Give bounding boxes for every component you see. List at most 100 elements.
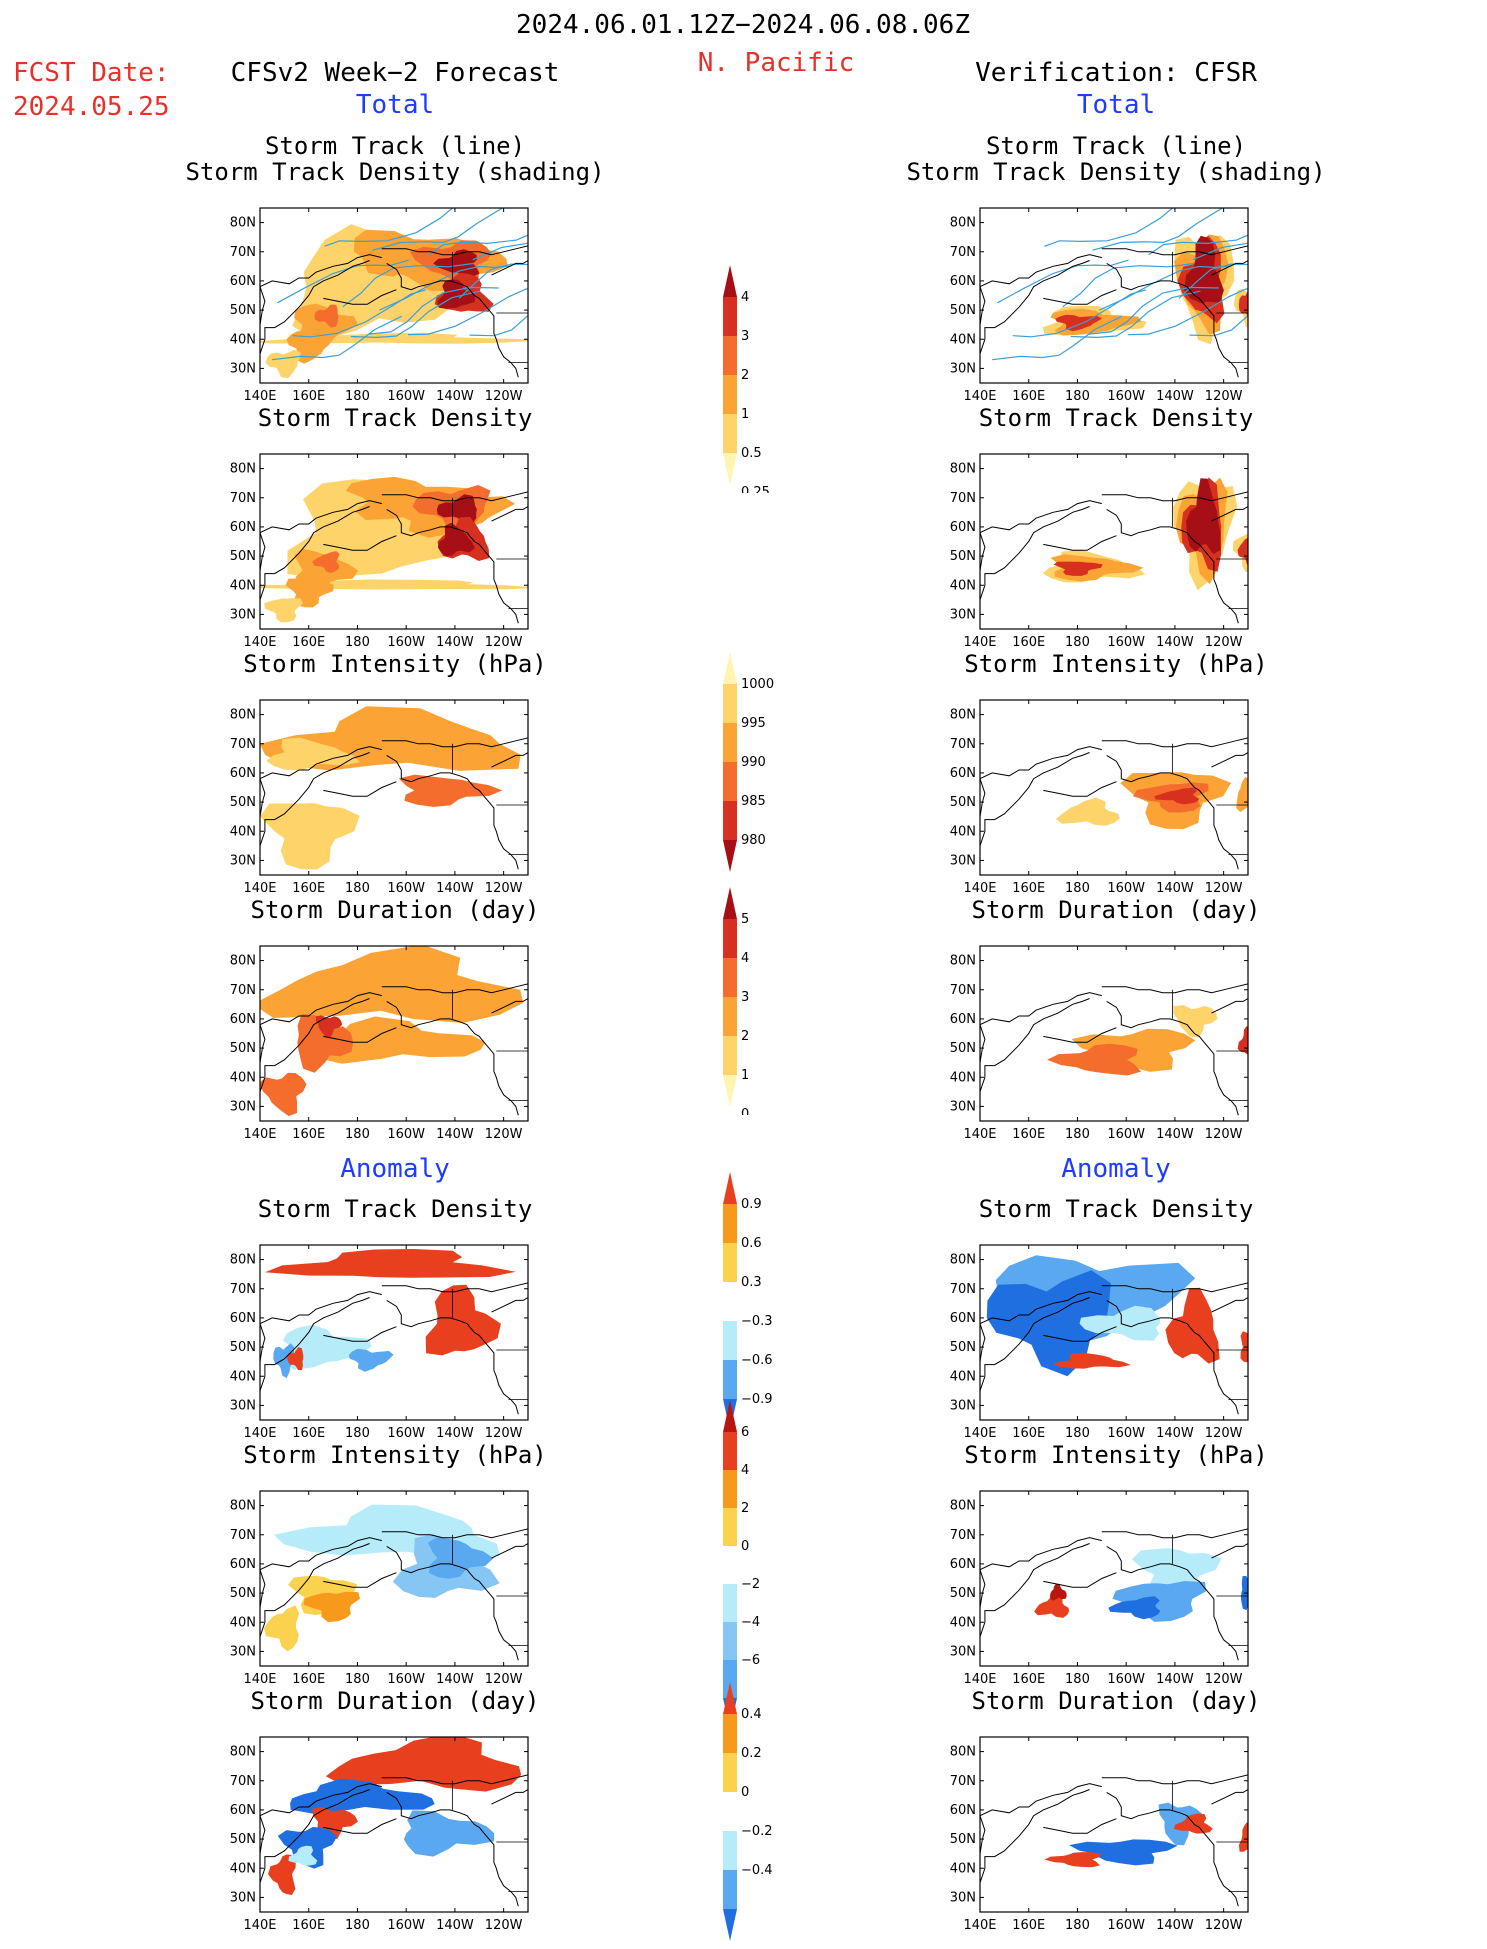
- shaded-region: [260, 946, 524, 1023]
- colorbar-swatch: [723, 919, 737, 958]
- coastline: [260, 506, 370, 600]
- colorbar-swatch: [723, 297, 737, 336]
- colorbar-swatch: [723, 1470, 737, 1508]
- shaded-region: [316, 1016, 486, 1064]
- lat-tick-label: 60N: [950, 1012, 976, 1027]
- storm-track-line: [1044, 208, 1174, 247]
- lon-tick-label: 180: [1065, 635, 1090, 650]
- lon-tick-label: 120W: [485, 635, 523, 650]
- lat-tick-label: 80N: [230, 954, 256, 969]
- plot-frame: [259, 1490, 529, 1667]
- colorbar-cap: [723, 453, 737, 485]
- shaded-region: [303, 1591, 360, 1623]
- fcst-intensity-title: Storm Intensity (hPa): [243, 650, 547, 678]
- cfsr-density-total-map: 80N 70N 60N 50N 40N 30N 140E 160E 180 160W 140W 120…: [950, 453, 1249, 650]
- lat-tick-label: 40N: [950, 578, 976, 593]
- fcst-label: FCST Date:: [13, 58, 170, 88]
- shaded-region: [1236, 777, 1248, 813]
- fcst-density-title: Storm Track Density: [257, 404, 533, 432]
- lat-tick-label: 30N: [230, 853, 256, 868]
- lat-tick-label: 40N: [950, 1615, 976, 1630]
- colorbar-label: 2: [741, 1501, 749, 1516]
- coastline: [1101, 983, 1248, 994]
- lon-tick-label: 180: [345, 1918, 370, 1933]
- lat-tick-label: 50N: [950, 795, 976, 810]
- cfsr-intensity-total-map: 80N 70N 60N 50N 40N 30N 140E 160E 180 160W 140W 120…: [950, 699, 1249, 896]
- shaded-region: [1112, 1581, 1206, 1622]
- shaded-region: [283, 1324, 372, 1370]
- fcst-track-total-map: 80N 70N 60N 50N 40N 30N 140E 160E 180 160W 140W 120…: [230, 207, 529, 404]
- colorbar-label: −0.3: [741, 1314, 773, 1329]
- lat-tick-label: 70N: [230, 1282, 256, 1297]
- lat-tick-label: 70N: [230, 491, 256, 506]
- fcst-density-anom-map: 80N 70N 60N 50N 40N 30N 140E 160E 180 160W 140W 120…: [230, 1244, 529, 1441]
- lon-tick-label: 140E: [243, 1127, 276, 1142]
- coastline: [381, 1528, 528, 1539]
- shaded-region: [1240, 1575, 1248, 1611]
- lon-tick-label: 160W: [1107, 1918, 1145, 1933]
- lon-tick-label: 140W: [436, 1426, 474, 1441]
- plot-background: [980, 946, 1248, 1121]
- colorbar-swatch: [723, 1360, 737, 1399]
- lat-tick-label: 50N: [950, 303, 976, 318]
- lon-tick-label: 120W: [485, 1918, 523, 1933]
- lat-tick-label: 30N: [950, 853, 976, 868]
- lat-tick-label: 50N: [230, 1340, 256, 1355]
- intensity_total-colorbar: 1000 995 990 985 980: [723, 652, 774, 872]
- plot-frame: [259, 699, 529, 876]
- colorbar-label: 0: [741, 1107, 749, 1115]
- coastline: [381, 1282, 528, 1293]
- coastline: [323, 1326, 397, 1342]
- lon-tick-label: 140E: [243, 1918, 276, 1933]
- coastline: [323, 1818, 397, 1834]
- shaded-region: [1240, 1331, 1248, 1363]
- lon-tick-label: 140E: [243, 635, 276, 650]
- lon-tick-label: 160E: [1012, 881, 1045, 896]
- lon-tick-label: 180: [1065, 1918, 1090, 1933]
- coastline: [491, 1543, 528, 1559]
- lon-tick-label: 120W: [1205, 1426, 1243, 1441]
- shaded-region: [264, 598, 303, 623]
- coastline: [980, 500, 1102, 571]
- coastline: [980, 260, 1090, 354]
- coastline: [260, 1291, 382, 1362]
- lat-tick-label: 70N: [950, 1528, 976, 1543]
- lon-tick-label: 140W: [1156, 1426, 1194, 1441]
- coastline: [980, 506, 1090, 600]
- fcst-density-total-map: 80N 70N 60N 50N 40N 30N 140E 160E 180 160W 140W 120…: [230, 453, 529, 650]
- lat-tick-label: 80N: [950, 708, 976, 723]
- colorbar-label: 985: [741, 794, 766, 809]
- coastline: [491, 260, 528, 276]
- lon-tick-label: 160E: [1012, 389, 1045, 404]
- shaded-region: [268, 1854, 296, 1895]
- lon-tick-label: 160E: [292, 389, 325, 404]
- coastline: [323, 1572, 397, 1588]
- lon-tick-label: 140E: [963, 881, 996, 896]
- shaded-region: [264, 1605, 300, 1652]
- colorbar-label: 0: [741, 1785, 749, 1800]
- lon-tick-label: 160E: [292, 1127, 325, 1142]
- shaded-region: [1079, 1305, 1160, 1341]
- storm-track-line: [292, 289, 427, 338]
- plot-frame: [979, 1736, 1249, 1913]
- lat-tick-label: 30N: [230, 1398, 256, 1413]
- coastline: [1043, 781, 1117, 797]
- shaded-region: [287, 1347, 304, 1371]
- coastline: [1106, 1000, 1239, 1116]
- lat-tick-label: 60N: [950, 274, 976, 289]
- colorbar-label: 4: [741, 290, 749, 305]
- coastline: [1106, 1545, 1239, 1661]
- lat-tick-label: 60N: [230, 520, 256, 535]
- colorbar-cap: [723, 265, 737, 297]
- shaded-region: [315, 1015, 343, 1037]
- lon-tick-label: 140E: [243, 1426, 276, 1441]
- lon-tick-label: 160E: [1012, 1127, 1045, 1142]
- lon-tick-label: 180: [345, 881, 370, 896]
- coastline: [980, 254, 1102, 325]
- colorbar-cap: [723, 652, 737, 684]
- lon-tick-label: 160E: [292, 881, 325, 896]
- lon-tick-label: 160E: [1012, 1672, 1045, 1687]
- coastline: [1101, 491, 1248, 502]
- shaded-region: [986, 1270, 1111, 1377]
- shaded-region: [433, 249, 480, 277]
